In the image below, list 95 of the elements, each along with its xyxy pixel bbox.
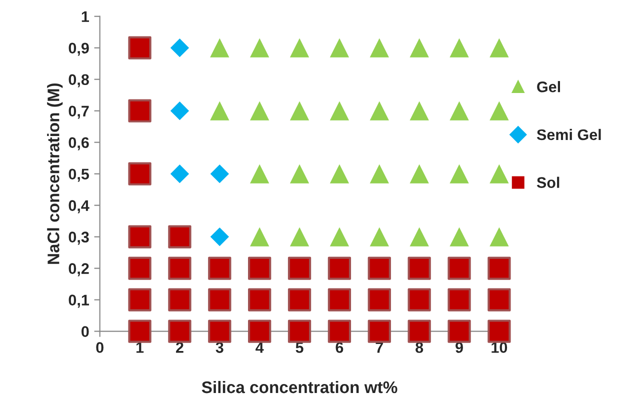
point <box>450 227 469 246</box>
point <box>488 288 511 312</box>
point <box>450 101 469 120</box>
y-tick-label: 0,6 <box>68 137 89 150</box>
point <box>250 164 270 184</box>
point <box>210 38 230 58</box>
point <box>210 164 229 184</box>
point <box>368 320 391 343</box>
point <box>128 162 152 186</box>
x-tick-label: 4 <box>256 342 264 353</box>
point <box>290 101 310 120</box>
point <box>370 164 389 184</box>
point <box>330 38 350 58</box>
point <box>128 225 152 248</box>
y-axis-title: NaCl concentration (M) <box>47 83 63 264</box>
point <box>170 102 190 120</box>
point <box>128 288 152 312</box>
point <box>248 256 272 280</box>
point <box>168 225 192 248</box>
point <box>328 288 352 312</box>
x-tick-label: 6 <box>336 342 344 353</box>
point <box>208 288 232 312</box>
point <box>368 288 391 312</box>
legend-label: Semi Gel <box>536 128 601 140</box>
y-tick-label: 0,2 <box>68 263 89 276</box>
point <box>488 320 511 343</box>
point <box>288 288 312 312</box>
point <box>408 320 431 343</box>
point <box>370 227 389 246</box>
point <box>210 227 229 246</box>
point <box>410 164 429 184</box>
point <box>290 164 310 184</box>
point <box>290 227 310 246</box>
point <box>450 38 469 58</box>
point <box>328 256 352 280</box>
point <box>408 288 431 312</box>
point <box>370 38 389 58</box>
point <box>128 320 152 343</box>
y-tick-label: 0,8 <box>68 74 89 88</box>
x-tick-label: 8 <box>416 342 424 353</box>
point <box>250 101 270 120</box>
point <box>410 227 429 246</box>
y-tick-label: 1 <box>82 11 89 22</box>
x-axis-title: Silica concentration wt% <box>202 380 398 394</box>
y-tick-label: 0 <box>82 326 89 337</box>
point <box>250 227 270 246</box>
point <box>330 164 350 184</box>
point <box>490 227 509 246</box>
legend-label: Sol <box>536 176 560 188</box>
point <box>490 164 509 184</box>
point <box>408 256 431 280</box>
y-tick-label: 0,1 <box>68 294 89 308</box>
x-tick-label: 10 <box>492 342 508 353</box>
x-tick-label: 3 <box>216 342 224 353</box>
point <box>168 256 192 280</box>
point <box>248 320 272 343</box>
legend-label: Gel <box>537 81 560 92</box>
y-tick-label: 0,7 <box>68 106 89 119</box>
point <box>248 288 272 312</box>
point <box>168 288 192 312</box>
point <box>170 164 190 184</box>
point <box>448 288 471 312</box>
y-tick-label: 0,4 <box>68 200 90 214</box>
x-tick-label: 1 <box>136 342 144 353</box>
point <box>210 101 230 120</box>
x-tick-label: 9 <box>456 342 463 353</box>
point <box>450 164 469 184</box>
y-tick-label: 0,9 <box>68 42 89 56</box>
x-tick-label: 2 <box>176 342 184 353</box>
point <box>370 101 389 120</box>
point <box>488 256 511 280</box>
point <box>330 227 350 246</box>
point <box>410 38 429 58</box>
y-tick-label: 0,5 <box>68 168 89 182</box>
point <box>128 99 152 122</box>
point <box>328 320 352 343</box>
point <box>490 101 509 120</box>
y-tick-label: 0,3 <box>68 232 89 245</box>
point <box>128 36 152 60</box>
point <box>288 256 312 280</box>
point <box>490 38 509 58</box>
point <box>290 38 310 58</box>
point <box>208 256 232 280</box>
x-tick-label: 0 <box>96 342 104 353</box>
point <box>288 320 312 343</box>
point <box>208 320 232 343</box>
point <box>128 256 152 280</box>
point <box>168 320 192 343</box>
point <box>448 256 471 280</box>
point <box>368 256 391 280</box>
point <box>448 320 471 343</box>
point <box>170 38 190 58</box>
point <box>410 101 429 120</box>
point <box>250 38 270 58</box>
point <box>330 101 350 120</box>
